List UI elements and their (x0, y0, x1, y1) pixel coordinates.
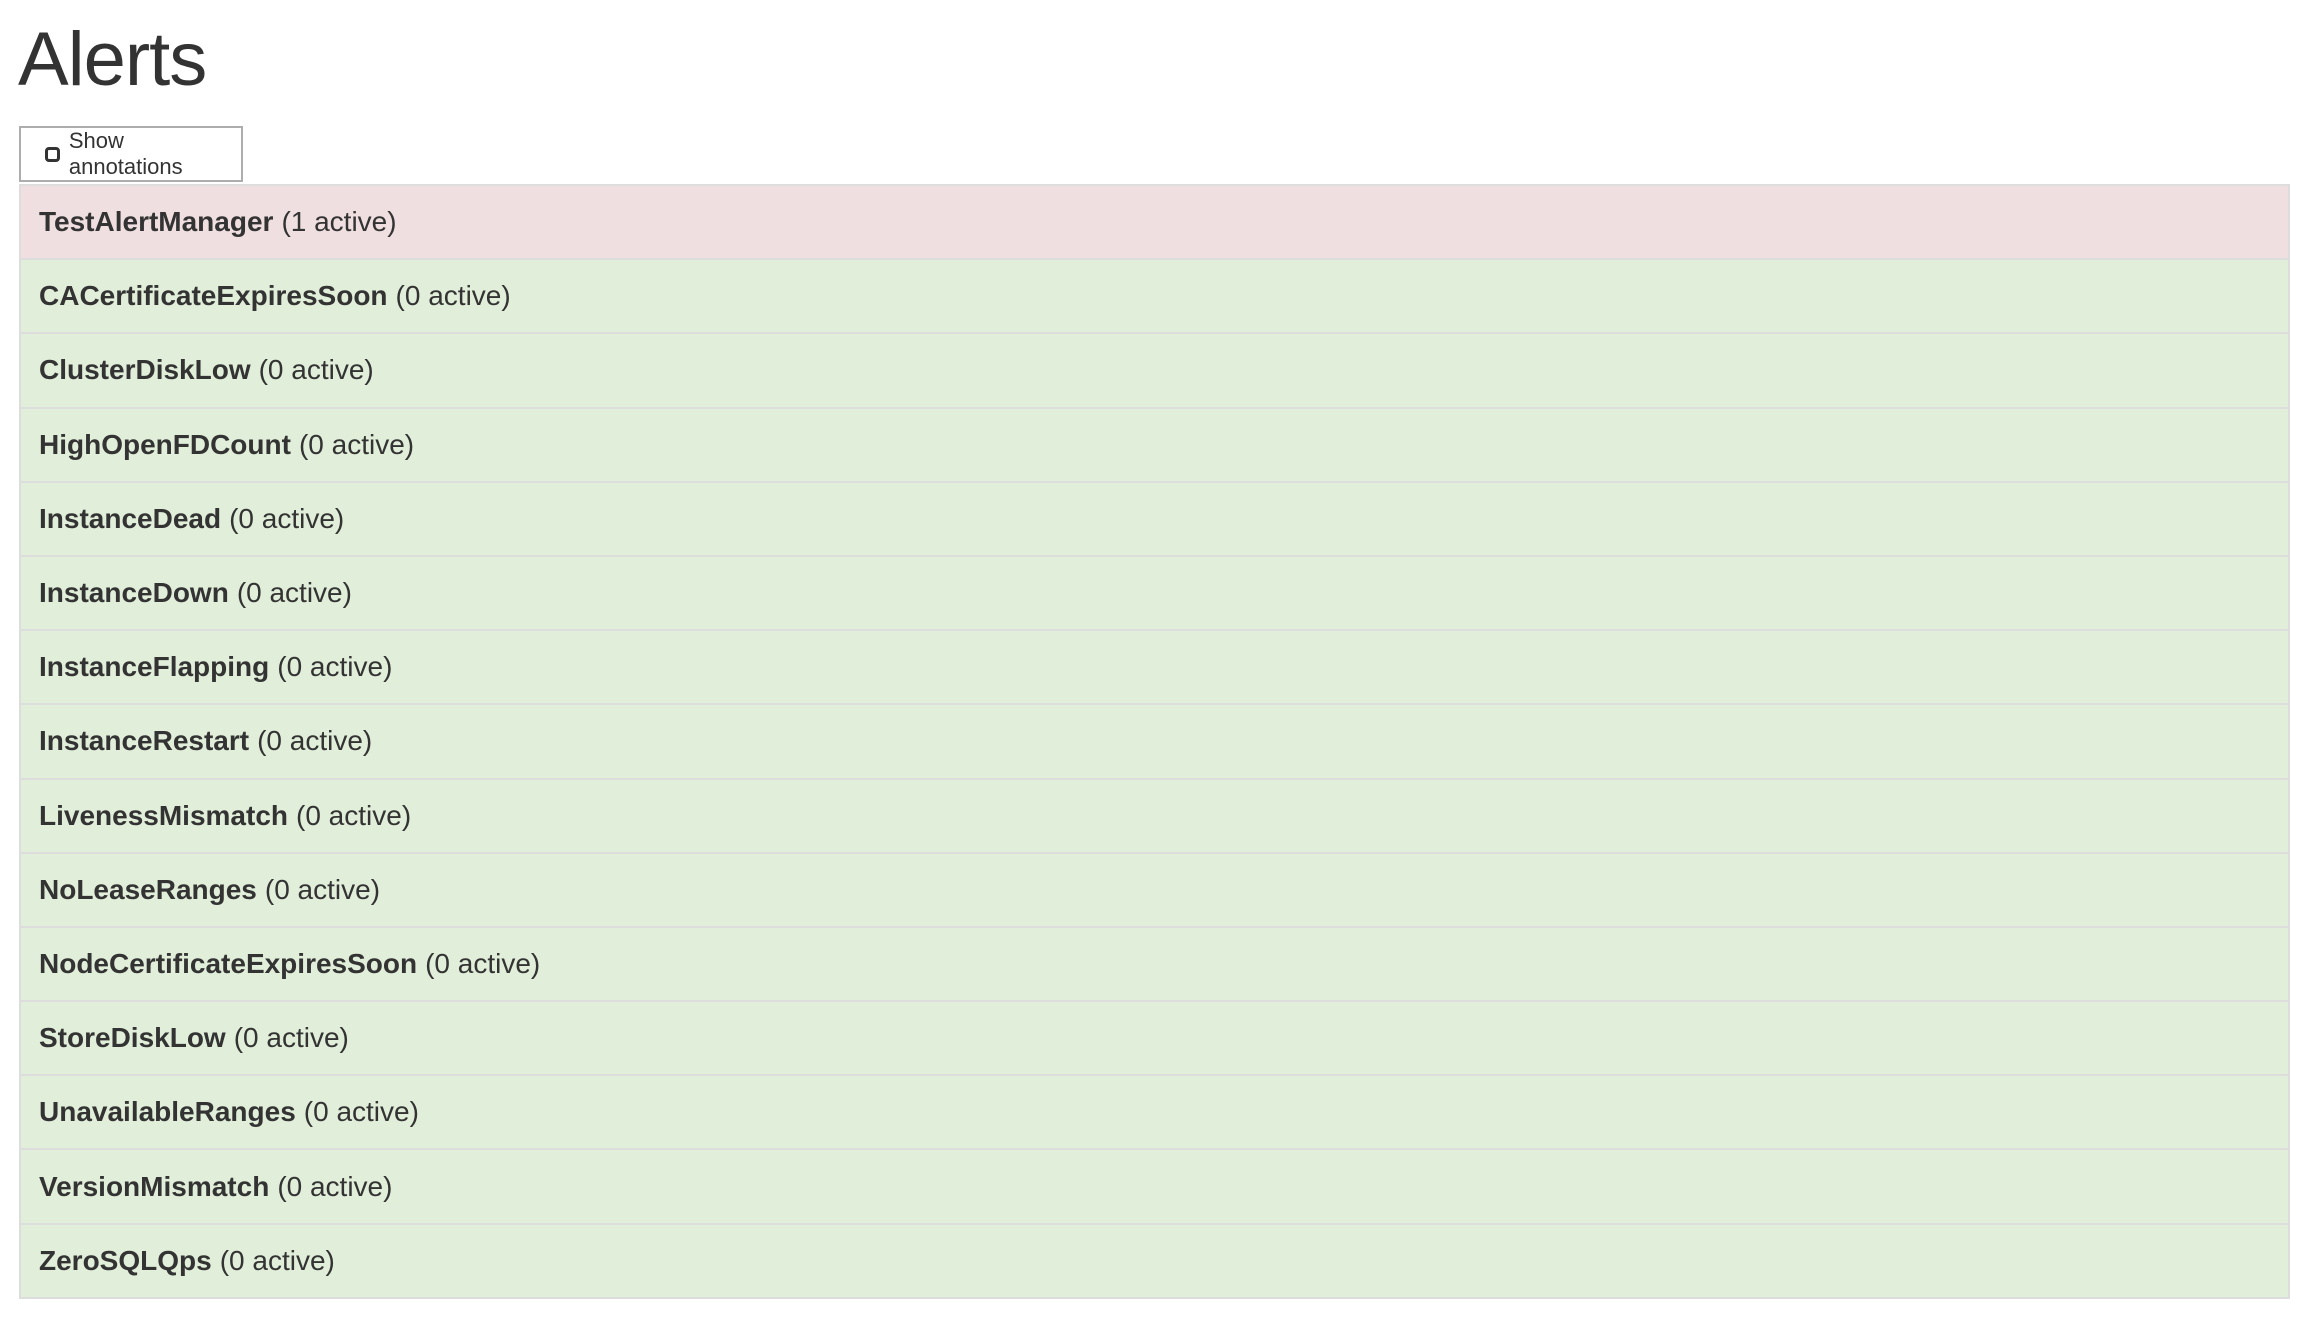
alert-name: StoreDiskLow (39, 1022, 226, 1054)
alert-row[interactable]: TestAlertManager (1 active) (21, 184, 2288, 259)
alert-name: NodeCertificateExpiresSoon (39, 947, 418, 979)
alert-name: UnavailableRanges (39, 1096, 296, 1128)
alert-name: InstanceDown (39, 577, 229, 609)
alert-row[interactable]: NodeCertificateExpiresSoon (0 active) (21, 925, 2288, 1001)
alert-active-count: (0 active) (303, 1096, 419, 1128)
alert-active-count: (0 active) (236, 577, 352, 609)
alert-active-count: (0 active) (233, 1022, 349, 1054)
alert-name: ClusterDiskLow (39, 354, 251, 386)
alert-row[interactable]: ClusterDiskLow (0 active) (21, 332, 2288, 407)
alert-active-count: (0 active) (264, 873, 381, 905)
alert-row[interactable]: VersionMismatch (0 active) (21, 1148, 2288, 1223)
alert-name: LivenessMismatch (39, 799, 288, 831)
alert-active-count: (0 active) (425, 947, 541, 979)
alert-active-count: (0 active) (219, 1244, 335, 1276)
alert-active-count: (0 active) (298, 428, 415, 460)
alert-name: HighOpenFDCount (39, 428, 291, 460)
alert-name: NoLeaseRanges (39, 873, 257, 905)
alert-row[interactable]: UnavailableRanges (0 active) (21, 1074, 2288, 1149)
alert-row[interactable]: NoLeaseRanges (0 active) (21, 851, 2288, 926)
alert-row[interactable]: StoreDiskLow (0 active) (21, 1000, 2288, 1075)
alert-active-count: (0 active) (395, 280, 511, 312)
alert-name: InstanceRestart (39, 725, 250, 757)
alert-row[interactable]: InstanceRestart (0 active) (21, 703, 2288, 778)
alert-list: TestAlertManager (1 active) CACertificateE… (19, 184, 2290, 1299)
alert-row[interactable]: CACertificateExpiresSoon (0 active) (21, 258, 2288, 333)
show-annotations-label: Show annotations (68, 128, 183, 179)
alert-name: TestAlertManager (39, 206, 274, 238)
alert-row[interactable]: HighOpenFDCount (0 active) (21, 406, 2288, 481)
alert-row[interactable]: ZeroSQLQps (0 active) (21, 1222, 2288, 1297)
alert-name: ZeroSQLQps (39, 1244, 212, 1276)
alert-active-count: (1 active) (281, 206, 397, 238)
show-annotations-toggle[interactable]: Show annotations (19, 126, 243, 182)
alert-active-count: (0 active) (229, 502, 345, 534)
alert-active-count: (0 active) (296, 799, 412, 831)
checkbox-icon[interactable] (45, 146, 60, 162)
page-title: Alerts (18, 17, 207, 102)
alert-active-count: (0 active) (257, 725, 373, 757)
alert-row[interactable]: InstanceDead (0 active) (21, 480, 2288, 555)
alert-active-count: (0 active) (277, 1170, 393, 1202)
alert-row[interactable]: InstanceDown (0 active) (21, 554, 2288, 630)
alert-row[interactable]: InstanceFlapping (0 active) (21, 629, 2288, 704)
alert-active-count: (0 active) (277, 651, 393, 683)
alert-row[interactable]: LivenessMismatch (0 active) (21, 777, 2288, 852)
alert-name: InstanceFlapping (39, 651, 270, 683)
alert-active-count: (0 active) (258, 354, 374, 386)
alert-name: InstanceDead (39, 502, 222, 534)
alert-name: CACertificateExpiresSoon (39, 280, 388, 312)
alert-name: VersionMismatch (39, 1170, 270, 1202)
